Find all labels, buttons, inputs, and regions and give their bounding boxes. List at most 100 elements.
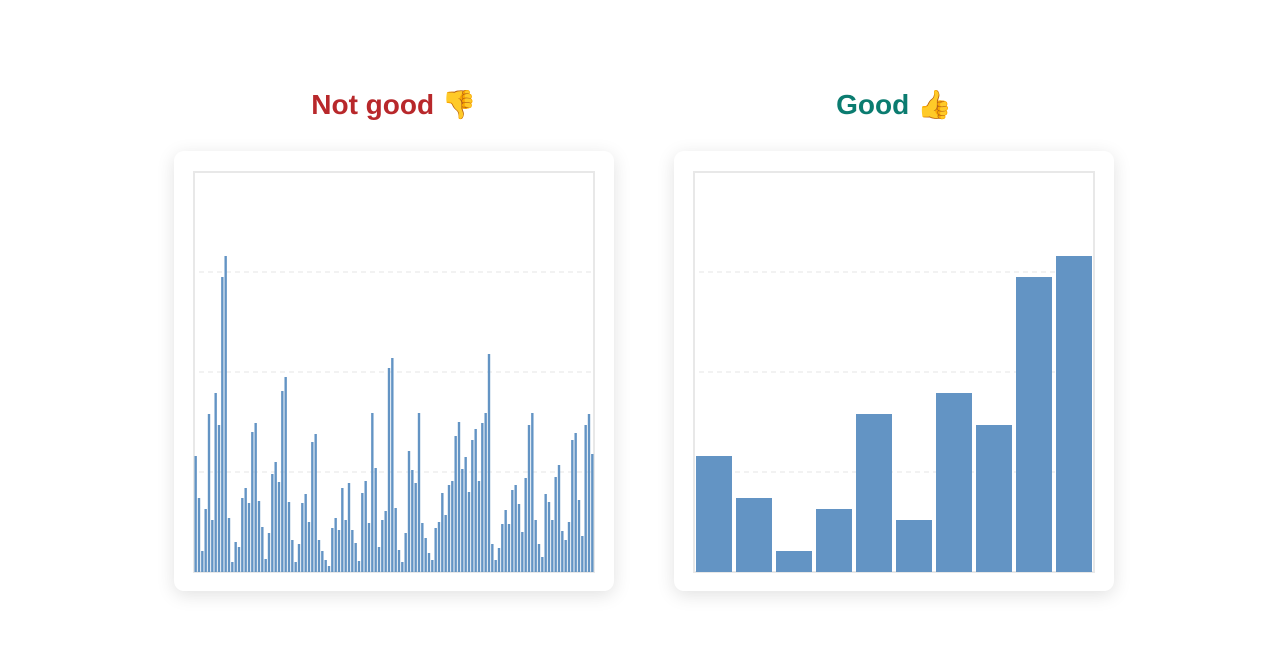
bar bbox=[364, 481, 367, 572]
bar bbox=[534, 520, 537, 572]
bar bbox=[407, 451, 411, 572]
bar bbox=[431, 560, 434, 572]
bar bbox=[1056, 256, 1092, 572]
bar bbox=[591, 454, 594, 572]
chart bbox=[193, 171, 595, 573]
bar bbox=[244, 488, 247, 572]
bar bbox=[201, 551, 204, 572]
bar bbox=[357, 561, 361, 572]
card bbox=[174, 151, 614, 591]
bar bbox=[194, 456, 197, 572]
panel: Good 👍 bbox=[674, 0, 1174, 666]
bar bbox=[504, 510, 507, 572]
bar bbox=[337, 530, 341, 572]
bar bbox=[487, 354, 491, 572]
bar bbox=[211, 520, 214, 572]
plot-frame bbox=[193, 171, 595, 573]
bar bbox=[304, 494, 307, 572]
bar bbox=[264, 559, 267, 572]
bar bbox=[314, 434, 317, 572]
bar bbox=[224, 256, 227, 572]
bar bbox=[207, 414, 211, 572]
bar bbox=[324, 560, 327, 572]
bar bbox=[524, 478, 527, 572]
bar bbox=[736, 498, 772, 572]
bar bbox=[317, 540, 321, 572]
bar bbox=[424, 538, 427, 572]
bar bbox=[544, 494, 547, 572]
bar bbox=[241, 498, 244, 572]
bar bbox=[517, 504, 521, 572]
bar bbox=[477, 481, 481, 572]
bar bbox=[221, 277, 224, 572]
bar bbox=[574, 433, 577, 572]
bar bbox=[554, 477, 557, 572]
bar bbox=[444, 515, 447, 572]
bar bbox=[257, 501, 261, 572]
bar bbox=[464, 457, 467, 572]
bar bbox=[584, 425, 587, 572]
bar bbox=[527, 425, 531, 572]
bar bbox=[561, 531, 564, 572]
bar bbox=[936, 393, 972, 572]
bar bbox=[361, 493, 364, 572]
chart-title: Good 👍 bbox=[836, 89, 952, 120]
bar bbox=[327, 566, 331, 572]
bar bbox=[484, 413, 487, 572]
bar bbox=[411, 470, 414, 572]
bar bbox=[494, 560, 497, 572]
bar bbox=[267, 533, 271, 572]
bar bbox=[301, 503, 304, 572]
bar bbox=[237, 547, 241, 572]
bar bbox=[491, 544, 494, 572]
bar bbox=[217, 425, 221, 572]
bar bbox=[384, 511, 387, 572]
bar bbox=[341, 488, 344, 572]
bar bbox=[281, 391, 284, 572]
bar bbox=[391, 358, 394, 572]
bar bbox=[197, 498, 201, 572]
bar bbox=[204, 509, 207, 572]
bar bbox=[541, 557, 544, 572]
bar bbox=[434, 528, 437, 572]
bar bbox=[474, 429, 477, 572]
bar bbox=[571, 440, 574, 572]
bar bbox=[577, 500, 581, 572]
bar bbox=[334, 518, 337, 572]
bar bbox=[896, 520, 932, 572]
bar bbox=[344, 520, 347, 572]
bar bbox=[531, 413, 534, 572]
bar bbox=[401, 562, 404, 572]
bar bbox=[1016, 277, 1052, 572]
bar bbox=[367, 523, 371, 572]
bar bbox=[521, 532, 524, 572]
bar bbox=[537, 544, 541, 572]
bar bbox=[557, 465, 561, 572]
bar bbox=[274, 462, 277, 572]
bar bbox=[284, 377, 287, 572]
bar bbox=[454, 436, 457, 572]
bar bbox=[551, 520, 554, 572]
bar bbox=[481, 423, 484, 572]
bar bbox=[547, 502, 551, 572]
panel: Not good 👎 bbox=[174, 0, 674, 666]
bar bbox=[251, 432, 254, 572]
bar bbox=[291, 540, 294, 572]
bar bbox=[234, 542, 237, 572]
card bbox=[674, 151, 1114, 591]
bar bbox=[277, 482, 281, 572]
bar bbox=[567, 522, 571, 572]
bar bbox=[354, 543, 357, 572]
bar bbox=[214, 393, 217, 572]
bar bbox=[404, 533, 407, 572]
bar bbox=[467, 492, 471, 572]
bar bbox=[461, 469, 464, 572]
bar bbox=[311, 442, 314, 572]
bar bbox=[254, 423, 257, 572]
bar bbox=[776, 551, 812, 572]
bar bbox=[394, 508, 397, 572]
bar bbox=[441, 493, 444, 572]
bar bbox=[414, 483, 417, 572]
bar bbox=[297, 544, 301, 572]
bar bbox=[227, 518, 231, 572]
